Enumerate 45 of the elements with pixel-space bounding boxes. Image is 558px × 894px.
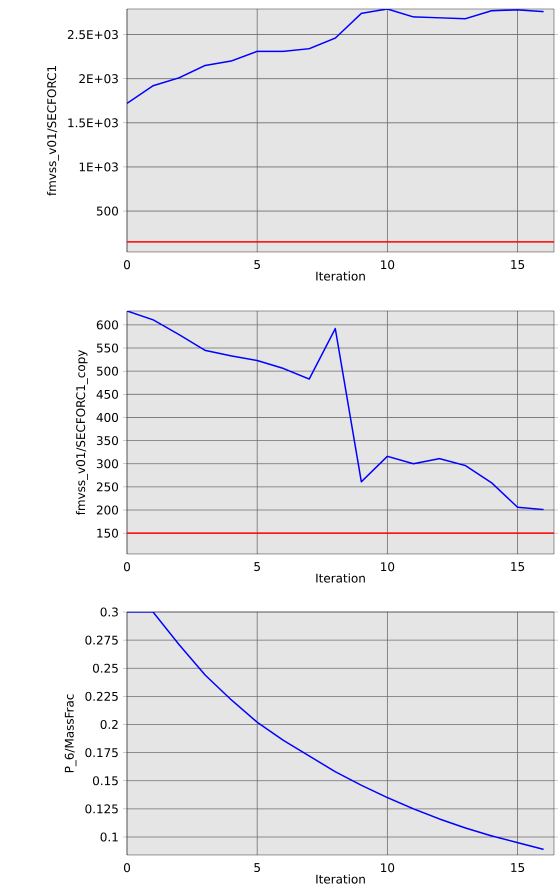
x-tick-label: 15 bbox=[511, 863, 524, 872]
y-tick-label: 0.225 bbox=[85, 692, 118, 701]
y-tick-label: 550 bbox=[96, 343, 118, 353]
y-tick-label: 300 bbox=[96, 459, 118, 468]
x-tick-label: 15 bbox=[511, 260, 524, 270]
y-tick-label: 0.1 bbox=[100, 832, 118, 842]
y-tick-label: 150 bbox=[97, 528, 118, 538]
y-tick-label: 450 bbox=[96, 390, 118, 399]
x-tick-label: 10 bbox=[381, 863, 394, 872]
x-tick-label: 0 bbox=[124, 562, 130, 572]
y-tick-label: 2.5E+03 bbox=[68, 30, 118, 40]
y-tick-label: 0.2 bbox=[100, 720, 118, 730]
y-tick-label: 0.125 bbox=[85, 804, 118, 814]
x-tick-label: 15 bbox=[511, 562, 524, 572]
y-tick-label: 0.25 bbox=[92, 664, 118, 673]
y-axis-title: fmvss_v01/SECFORC1 bbox=[46, 66, 59, 196]
x-axis-title: Iteration bbox=[316, 573, 365, 583]
y-tick-label: 0.15 bbox=[92, 776, 118, 786]
x-tick-label: 10 bbox=[381, 562, 394, 572]
y-tick-label: 400 bbox=[96, 412, 118, 422]
y-tick-label: 350 bbox=[96, 436, 118, 446]
y-axis-title: fmvss_v01/SECFORC1_copy bbox=[76, 350, 88, 516]
y-tick-label: 2E+03 bbox=[79, 74, 118, 84]
y-tick-label: 1.5E+03 bbox=[68, 118, 118, 128]
x-tick-label: 5 bbox=[254, 562, 260, 572]
x-tick-label: 5 bbox=[254, 260, 260, 270]
y-tick-label: 200 bbox=[96, 505, 118, 515]
x-tick-label: 0 bbox=[124, 863, 130, 872]
y-tick-label: 250 bbox=[96, 482, 118, 492]
x-tick-label: 10 bbox=[381, 260, 394, 270]
x-tick-label: 5 bbox=[254, 863, 260, 872]
x-axis-title: Iteration bbox=[316, 271, 365, 281]
y-tick-label: 600 bbox=[96, 320, 118, 330]
line-series bbox=[126, 8, 544, 104]
y-tick-label: 1E+03 bbox=[80, 162, 118, 172]
y-tick-label: 0.3 bbox=[100, 607, 118, 617]
y-tick-label: 500 bbox=[96, 366, 118, 376]
y-tick-label: 0.175 bbox=[85, 748, 118, 758]
x-axis-title: Iteration bbox=[316, 874, 365, 884]
y-tick-label: 500 bbox=[96, 206, 118, 216]
x-tick-label: 0 bbox=[124, 260, 130, 270]
line-series bbox=[126, 612, 544, 850]
y-axis-title: P_6/MassFrac bbox=[64, 694, 76, 772]
y-tick-label: 0.275 bbox=[85, 636, 118, 645]
line-series bbox=[126, 310, 544, 510]
